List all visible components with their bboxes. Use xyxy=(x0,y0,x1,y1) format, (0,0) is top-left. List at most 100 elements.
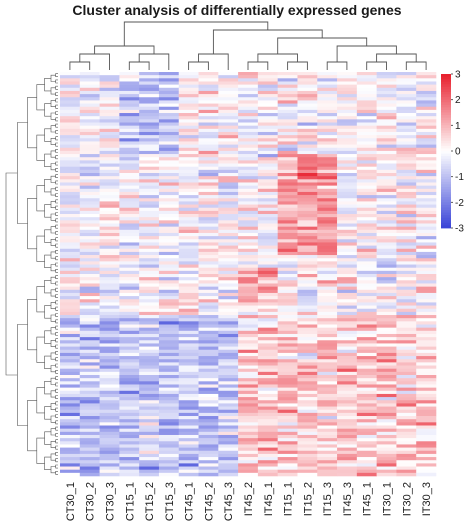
heatmap-cell xyxy=(297,308,318,313)
heatmap-cell xyxy=(277,469,298,474)
heatmap-cell xyxy=(99,296,120,300)
heatmap-cell xyxy=(356,217,377,221)
heatmap-cell xyxy=(139,226,160,231)
heatmap-cell xyxy=(139,125,160,130)
heatmap-cell xyxy=(356,384,377,388)
heatmap-cell xyxy=(79,453,100,458)
heatmap-cell xyxy=(178,131,199,136)
heatmap-cell xyxy=(396,409,417,414)
heatmap-cell xyxy=(376,100,397,104)
heatmap-cell xyxy=(99,198,120,202)
dendrogram-branch xyxy=(55,332,58,336)
heatmap-cell xyxy=(337,248,358,253)
heatmap-cell xyxy=(416,280,437,284)
heatmap-cell xyxy=(60,173,81,177)
colorbar-segment xyxy=(441,199,451,203)
heatmap-cell xyxy=(257,113,278,117)
heatmap-cell xyxy=(416,419,437,423)
heatmap-cell xyxy=(218,150,239,155)
heatmap-cell xyxy=(277,381,298,385)
heatmap-cell xyxy=(356,191,377,196)
heatmap-cell xyxy=(119,296,140,300)
heatmap-cell xyxy=(99,428,120,433)
heatmap-cell xyxy=(119,472,140,477)
heatmap-cell xyxy=(257,109,278,114)
heatmap-cell xyxy=(376,72,397,76)
heatmap-cell xyxy=(257,201,278,205)
heatmap-cell xyxy=(158,375,180,379)
heatmap-cell xyxy=(337,239,358,243)
heatmap-cell xyxy=(79,444,100,448)
heatmap-cell xyxy=(277,179,298,183)
heatmap-cell xyxy=(79,390,100,395)
heatmap-cell xyxy=(317,340,338,344)
heatmap-cell xyxy=(158,381,180,385)
heatmap-cell xyxy=(198,245,219,250)
heatmap-cell xyxy=(60,330,81,335)
heatmap-cell xyxy=(317,87,338,92)
heatmap-cell xyxy=(158,343,180,347)
heatmap-cell xyxy=(79,217,100,221)
heatmap-cell xyxy=(178,469,199,474)
heatmap-cell xyxy=(396,412,417,417)
heatmap-cell xyxy=(60,434,81,439)
heatmap-cell xyxy=(337,311,358,316)
heatmap-cell xyxy=(416,384,437,388)
heatmap-cell xyxy=(218,362,239,366)
heatmap-cell xyxy=(79,166,100,171)
heatmap-cell xyxy=(416,264,437,268)
heatmap-cell xyxy=(257,97,278,101)
heatmap-cell xyxy=(297,232,318,237)
heatmap-cell xyxy=(416,248,437,253)
heatmap-cell xyxy=(158,242,180,246)
heatmap-cell xyxy=(218,147,239,152)
heatmap-cell xyxy=(396,286,417,291)
heatmap-cell xyxy=(79,406,100,411)
heatmap-cell xyxy=(60,460,81,464)
heatmap-cell xyxy=(178,135,199,139)
heatmap-cell xyxy=(396,78,417,82)
heatmap-cell xyxy=(317,204,338,209)
heatmap-cell xyxy=(99,457,120,461)
heatmap-cell xyxy=(60,141,81,145)
heatmap-cell xyxy=(416,311,437,316)
heatmap-cell xyxy=(297,352,318,357)
heatmap-cell xyxy=(297,274,318,278)
heatmap-cell xyxy=(356,236,377,240)
heatmap-cell xyxy=(178,109,199,114)
heatmap-cell xyxy=(79,311,100,316)
heatmap-cell xyxy=(218,305,239,310)
heatmap-cell xyxy=(139,296,160,300)
heatmap-cell xyxy=(396,226,417,231)
heatmap-cell xyxy=(257,346,278,351)
heatmap-cell xyxy=(337,217,358,221)
heatmap-cell xyxy=(79,412,100,417)
heatmap-cell xyxy=(218,387,239,392)
heatmap-cell xyxy=(119,387,140,392)
dendrogram-branch xyxy=(55,382,58,387)
heatmap-cell xyxy=(119,198,140,202)
heatmap-cell xyxy=(79,239,100,243)
heatmap-cell xyxy=(178,400,199,404)
heatmap-cell xyxy=(356,75,377,79)
heatmap-cell xyxy=(178,144,199,149)
heatmap-cell xyxy=(158,163,180,167)
heatmap-cell xyxy=(297,157,318,161)
heatmap-cell xyxy=(158,296,180,300)
heatmap-cell xyxy=(416,308,437,313)
heatmap-cell xyxy=(198,232,219,237)
heatmap-cell xyxy=(119,409,140,414)
heatmap-cell xyxy=(158,100,180,104)
heatmap-cell xyxy=(257,299,278,303)
heatmap-cell xyxy=(317,97,338,101)
heatmap-cell xyxy=(337,131,358,136)
heatmap-cell xyxy=(198,207,219,212)
heatmap-cell xyxy=(99,400,120,404)
heatmap-cell xyxy=(218,81,239,85)
heatmap-cell xyxy=(139,81,160,85)
heatmap-cell xyxy=(79,229,100,234)
colorbar-segment xyxy=(441,166,451,170)
heatmap-cell xyxy=(257,324,278,328)
heatmap-cell xyxy=(376,466,397,470)
heatmap-cell xyxy=(79,188,100,193)
